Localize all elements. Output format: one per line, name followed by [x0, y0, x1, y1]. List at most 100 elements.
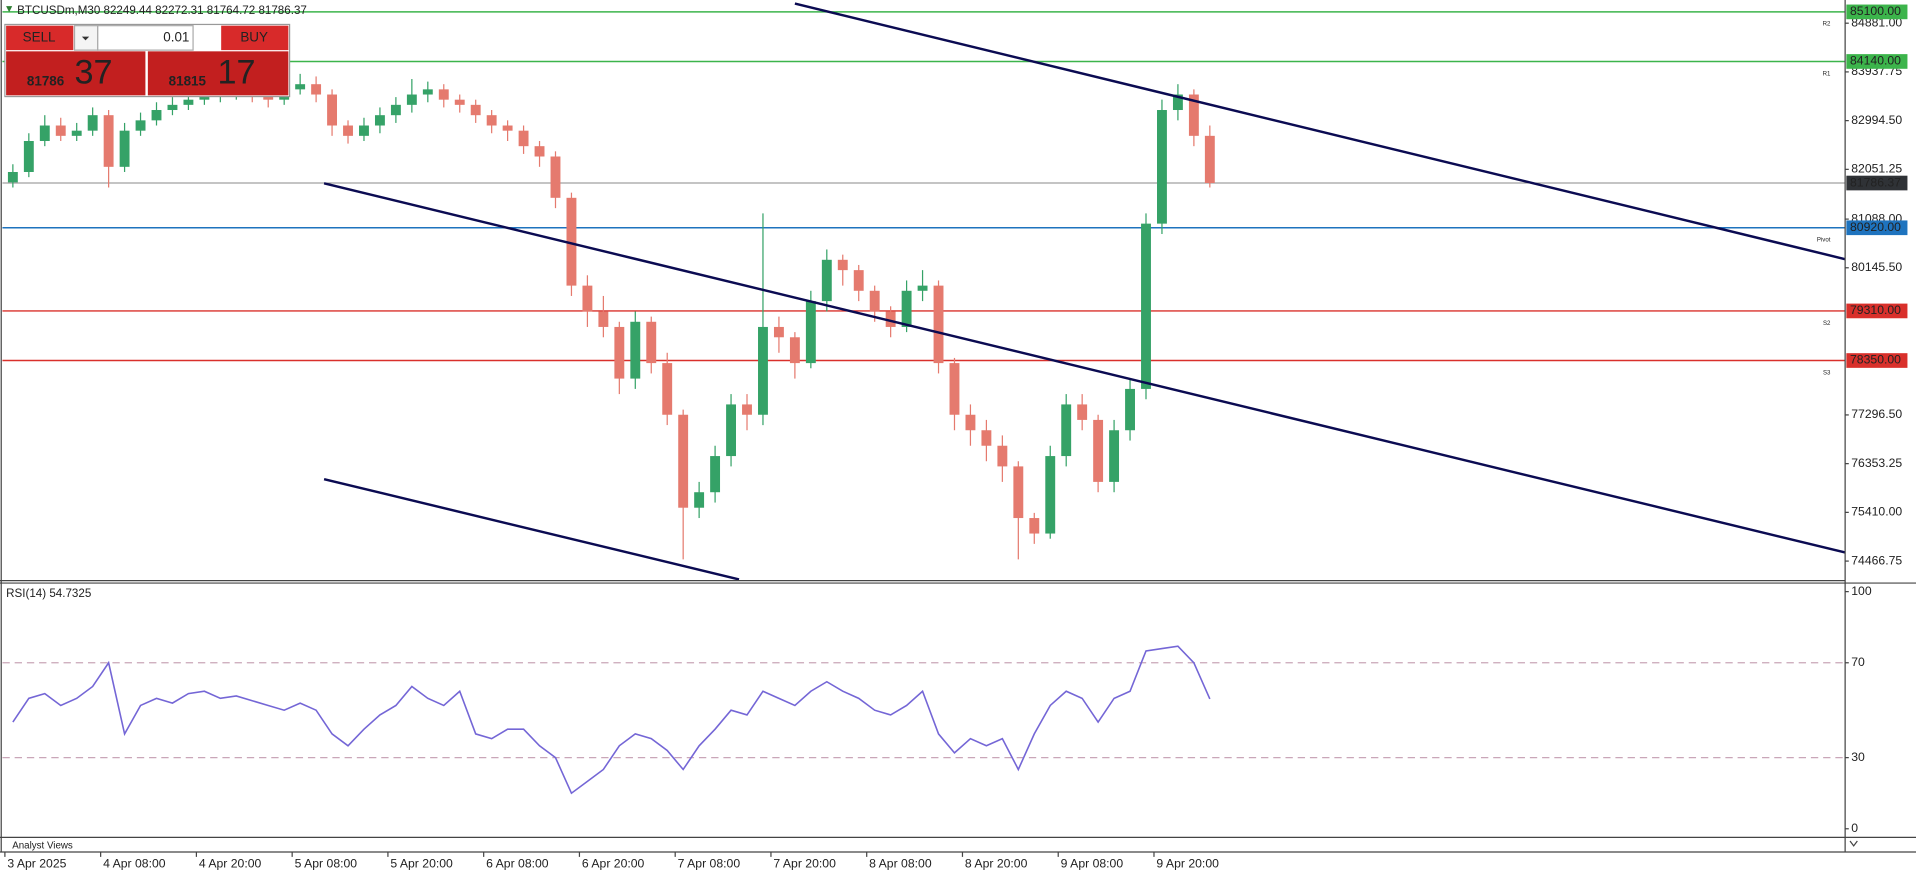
ask-price[interactable]: 81815: [169, 73, 207, 88]
x-tick-label: 9 Apr 20:00: [1156, 856, 1219, 870]
candle-body: [997, 445, 1008, 467]
candle-body: [151, 110, 162, 121]
level-price-label: 84140.00: [1850, 54, 1901, 68]
level-price-label: 85100.00: [1850, 4, 1901, 18]
candle-body: [598, 311, 609, 327]
candle-body: [837, 259, 848, 271]
level-price-box: [1846, 303, 1908, 319]
level-price-box: [1846, 353, 1908, 368]
candle-body: [1172, 94, 1183, 111]
dropdown-arrow: [81, 36, 90, 41]
trendline: [323, 182, 1846, 554]
candle-body: [789, 337, 800, 364]
candle-body: [1125, 388, 1135, 431]
candle-body: [566, 197, 577, 286]
candle-body: [1061, 404, 1072, 457]
candle-body: [390, 104, 401, 116]
y-tick-label: 80145.50: [1851, 260, 1902, 274]
header: BTCUSDm,M30 82249.44 82272.31 81764.72 8…: [6, 4, 307, 17]
x-tick-label: 8 Apr 20:00: [965, 856, 1028, 870]
sell-label[interactable]: SELL: [23, 29, 56, 44]
level-price-box: [1846, 54, 1908, 69]
candle-body: [119, 130, 130, 167]
y-tick-label: 82994.50: [1851, 113, 1902, 127]
ask-pips[interactable]: 17: [218, 54, 256, 92]
bid-box[interactable]: [6, 51, 146, 96]
y-tick-label: 76353.25: [1851, 456, 1902, 470]
candle-body: [821, 259, 832, 302]
level-name: R1: [1823, 70, 1831, 77]
candle-body: [183, 99, 194, 105]
level-name: S3: [1823, 369, 1831, 376]
candle-body: [71, 130, 82, 136]
sell-button[interactable]: [6, 25, 74, 51]
x-tick-label: 4 Apr 08:00: [103, 856, 166, 870]
candle-body: [646, 321, 657, 364]
candle-body: [422, 89, 433, 95]
candle-body: [550, 156, 561, 198]
candle-body: [359, 125, 369, 136]
candle-body: [518, 130, 529, 147]
candle-body: [630, 321, 641, 379]
analyst-views[interactable]: Analyst Views: [12, 840, 73, 851]
buy-button[interactable]: [221, 25, 289, 51]
candle-body: [534, 146, 545, 157]
candle-body: [965, 414, 976, 431]
candle-body: [662, 363, 673, 415]
candle-body: [1109, 430, 1120, 482]
symbol-info: BTCUSDm,M30 82249.44 82272.31 81764.72 8…: [17, 4, 307, 17]
volume-input[interactable]: [97, 25, 194, 51]
y-tick-label: 100: [1851, 584, 1872, 598]
trendline: [794, 2, 1846, 261]
candle-body: [901, 290, 912, 327]
bid-price[interactable]: 81786: [27, 73, 64, 88]
candle-body: [1029, 518, 1040, 534]
x-tick-label: 4 Apr 20:00: [199, 856, 262, 870]
candle-body: [1141, 223, 1151, 389]
level-price-label: 78350.00: [1850, 353, 1901, 367]
candle-body: [758, 326, 768, 415]
candle-body: [167, 104, 178, 111]
bid-pips[interactable]: 37: [75, 54, 113, 92]
y-tick-label: 75410.00: [1851, 505, 1902, 519]
panel-arrow[interactable]: [1849, 840, 1858, 847]
candle-body: [678, 414, 689, 508]
candle-body: [23, 141, 34, 172]
y-tick-label: 70: [1851, 655, 1865, 669]
candle-body: [949, 363, 960, 415]
buy-label[interactable]: BUY: [240, 29, 268, 44]
x-tick-label: 6 Apr 20:00: [582, 856, 645, 870]
y-tick-label: 77296.50: [1851, 407, 1902, 421]
x-tick-label: 3 Apr 2025: [7, 856, 66, 870]
volume-value[interactable]: 0.01: [163, 29, 189, 44]
candle-body: [1045, 456, 1056, 534]
candle-body: [39, 125, 50, 142]
ask-box[interactable]: [147, 51, 289, 96]
candle-body: [773, 326, 784, 338]
rsi-line: [12, 645, 1211, 795]
candle-body: [502, 125, 513, 131]
candle-body: [87, 115, 98, 131]
y-tick-label: 0: [1851, 821, 1858, 835]
candle-body: [614, 326, 625, 379]
level-price-label: 80920.00: [1850, 220, 1901, 234]
candle-body: [933, 285, 944, 364]
candle-body: [486, 115, 497, 126]
level-name: R2: [1823, 21, 1831, 28]
candle-body: [917, 285, 928, 291]
y-tick-label: 82051.25: [1851, 162, 1902, 176]
candle-body: [470, 104, 481, 116]
y-tick-label: 74466.75: [1851, 553, 1902, 567]
candle-body: [374, 115, 385, 126]
x-tick-label: 8 Apr 08:00: [869, 856, 932, 870]
last-price-box: [1846, 175, 1908, 191]
candle-body: [1093, 419, 1104, 482]
candle-body: [343, 125, 353, 136]
x-tick-label: 9 Apr 08:00: [1061, 856, 1124, 870]
candle-body: [327, 94, 338, 126]
candle-body: [295, 84, 306, 90]
candle-body: [311, 84, 322, 95]
